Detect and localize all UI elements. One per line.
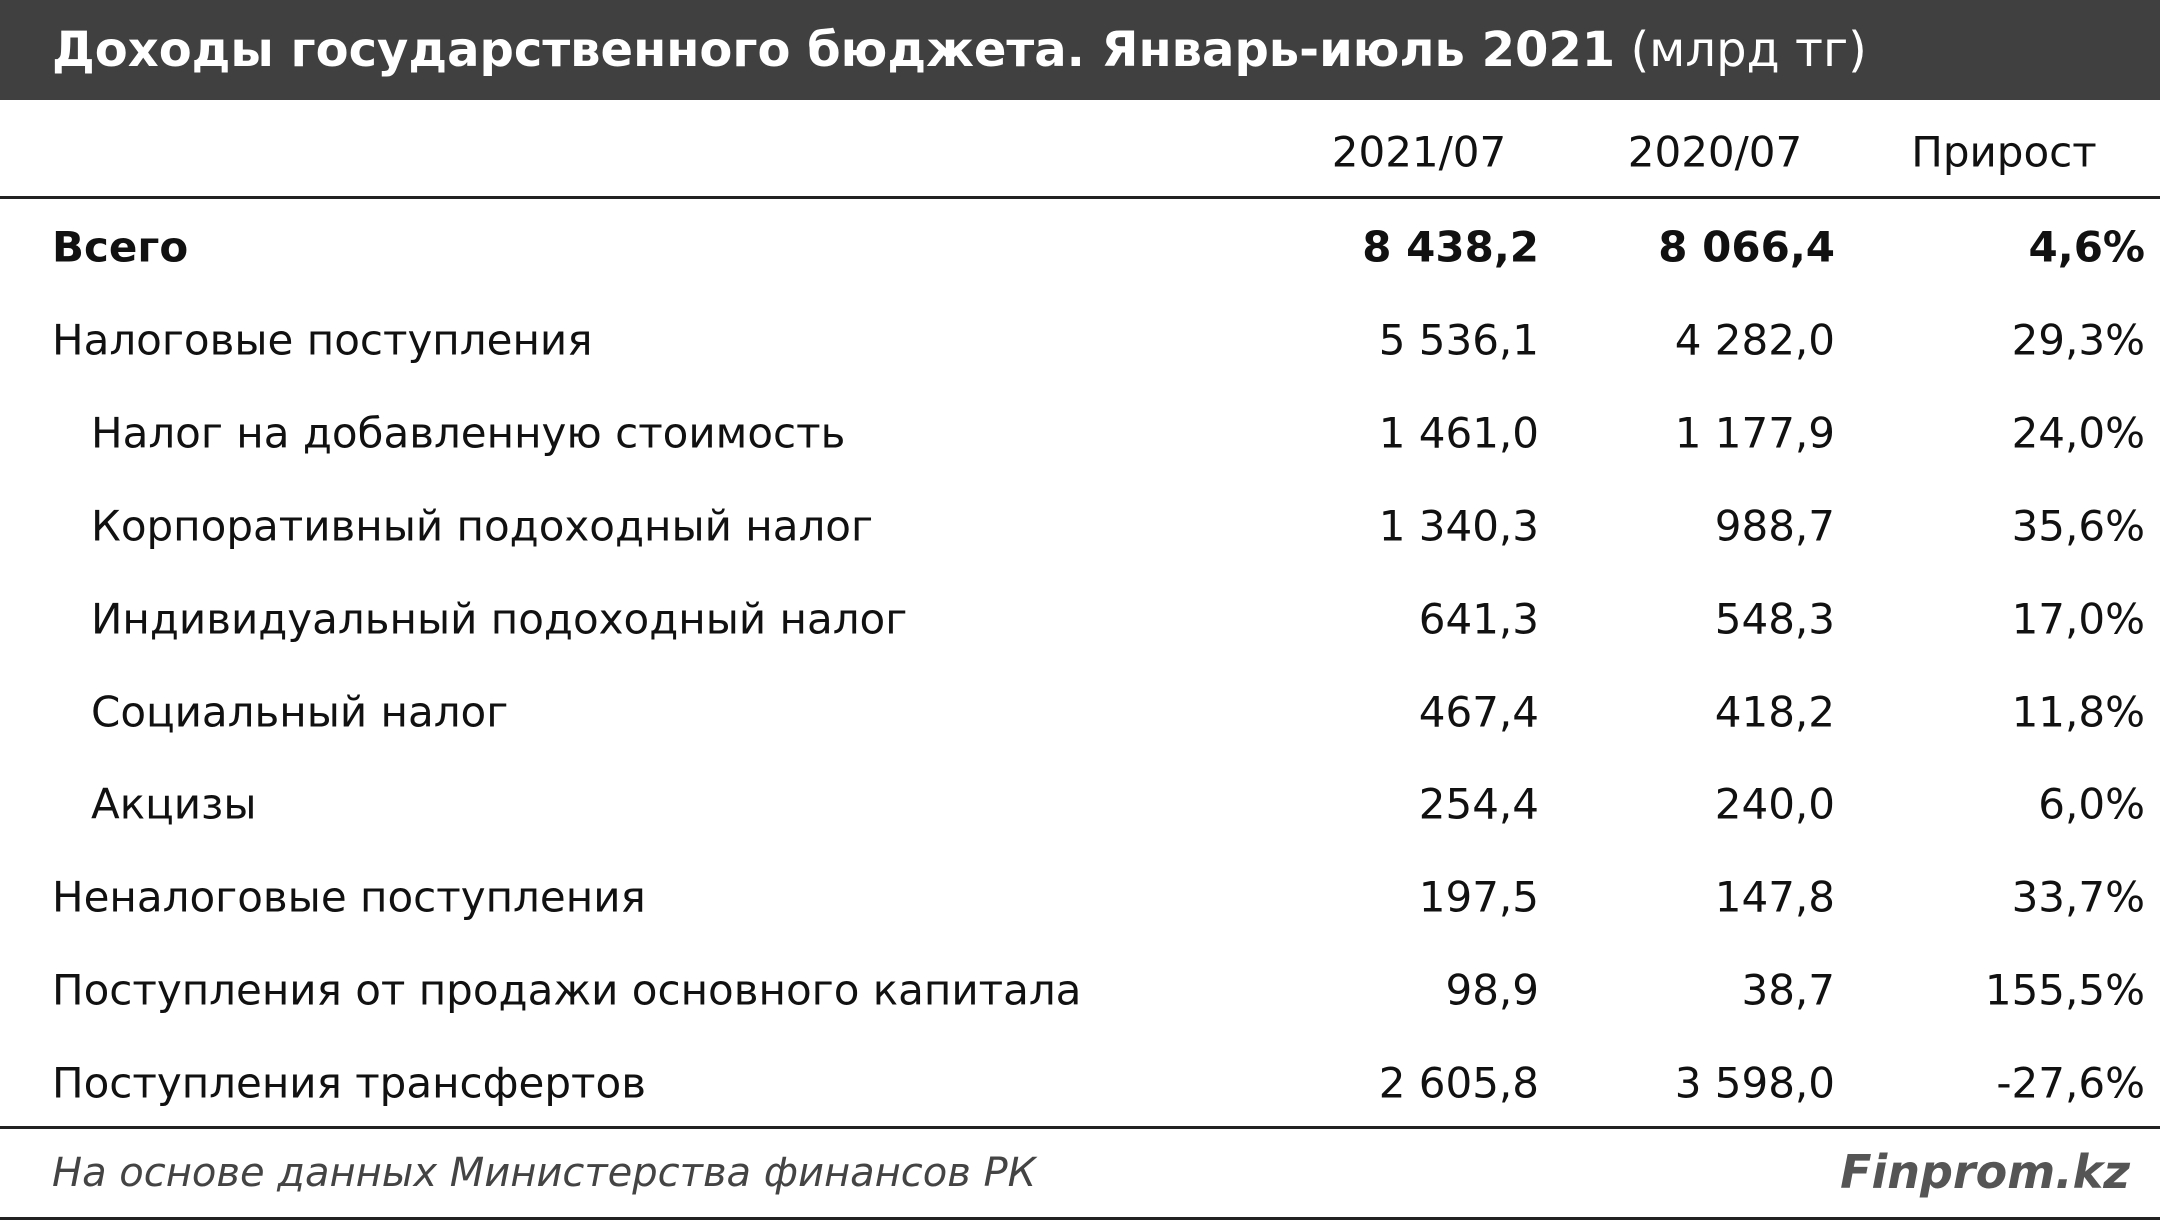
cell-value: 1 340,3 (1378, 501, 1539, 551)
cell-value: 3 598,0 (1674, 1058, 1835, 1108)
cell-value: 8 438,2 (1362, 222, 1539, 272)
cell-value: 98,9 (1445, 965, 1539, 1015)
cell-value: 38,7 (1741, 965, 1835, 1015)
title-unit: (млрд тг) (1630, 22, 1867, 78)
cell-value: 5 536,1 (1378, 315, 1539, 365)
title: Доходы государственного бюджета. Январь-… (52, 22, 1867, 78)
cell-value: 8 066,4 (1658, 222, 1835, 272)
cell-value: 4,6% (2028, 222, 2145, 272)
cell-value: -27,6% (1996, 1058, 2145, 1108)
row-label: Налоговые поступления (52, 315, 593, 365)
brand: Finprom.kz (1840, 1145, 2130, 1199)
column-header: 2021/07 (1331, 127, 1507, 177)
column-header: 2020/07 (1627, 127, 1803, 177)
cell-value: 254,4 (1418, 779, 1539, 829)
row-label: Всего (52, 222, 189, 272)
cell-value: 1 461,0 (1378, 408, 1539, 458)
row-label: Поступления трансфертов (52, 1058, 646, 1108)
row-label: Акцизы (91, 779, 257, 829)
title-text: Доходы государственного бюджета. Январь-… (52, 22, 1616, 78)
row-label: Индивидуальный подоходный налог (91, 594, 908, 644)
row-label: Социальный налог (91, 687, 509, 736)
cell-value: 548,3 (1714, 594, 1835, 644)
cell-value: 6,0% (2038, 779, 2145, 829)
cell-value: 197,5 (1418, 872, 1539, 922)
source-note: На основе данных Министерства финансов Р… (52, 1150, 1037, 1196)
row-label: Налог на добавленную стоимость (91, 408, 846, 458)
cell-value: 418,2 (1714, 687, 1835, 736)
cell-value: 35,6% (2011, 501, 2145, 551)
header-rule (0, 196, 2160, 199)
cell-value: 155,5% (1984, 965, 2145, 1015)
row-label: Корпоративный подоходный налог (91, 501, 874, 551)
cell-value: 1 177,9 (1674, 408, 1835, 458)
title-bar: Доходы государственного бюджета. Январь-… (0, 0, 2160, 100)
cell-value: 2 605,8 (1378, 1058, 1539, 1108)
cell-value: 467,4 (1418, 687, 1539, 736)
cell-value: 988,7 (1714, 501, 1835, 551)
cell-value: 29,3% (2011, 315, 2145, 365)
cell-value: 4 282,0 (1674, 315, 1835, 365)
footer-rule (0, 1126, 2160, 1129)
cell-value: 240,0 (1714, 779, 1835, 829)
row-label: Поступления от продажи основного капитал… (52, 965, 1082, 1015)
cell-value: 24,0% (2011, 408, 2145, 458)
cell-value: 641,3 (1418, 594, 1539, 644)
cell-value: 17,0% (2011, 594, 2145, 644)
cell-value: 33,7% (2011, 872, 2145, 922)
row-label: Неналоговые поступления (52, 872, 646, 922)
cell-value: 11,8% (2011, 687, 2145, 736)
column-header: Прирост (1911, 127, 2097, 177)
cell-value: 147,8 (1714, 872, 1835, 922)
bottom-rule (0, 1217, 2160, 1220)
